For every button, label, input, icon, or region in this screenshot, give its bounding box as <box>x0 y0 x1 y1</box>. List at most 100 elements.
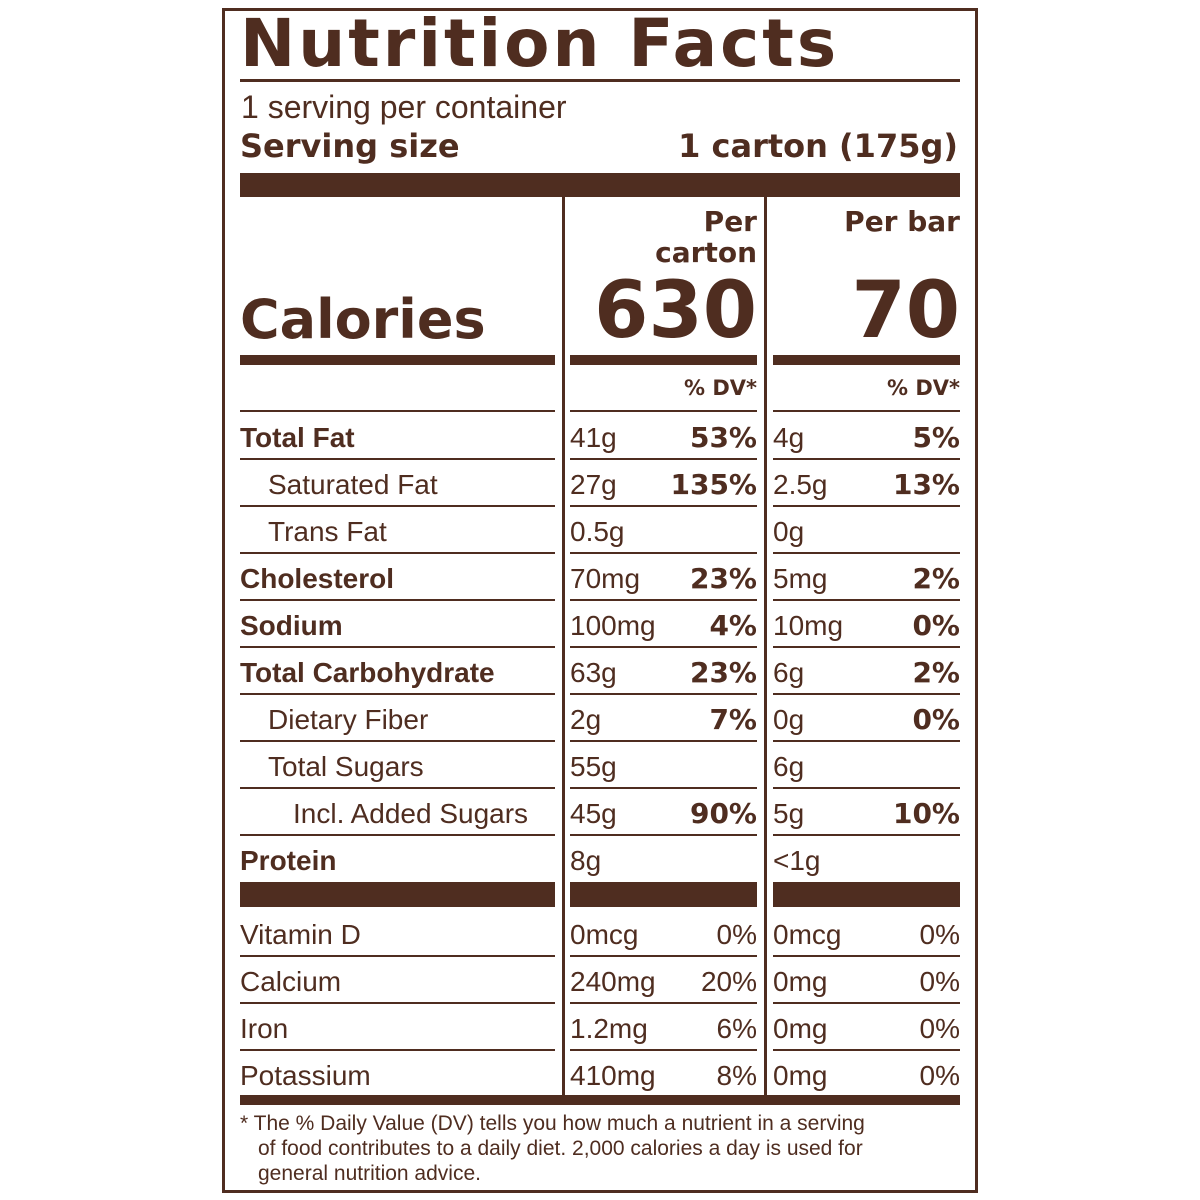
vitamin-dv: 0% <box>919 1013 960 1045</box>
dv-heading: % DV* <box>886 376 960 401</box>
rule <box>773 834 960 836</box>
nutrient-amount: 0.5g <box>570 516 625 548</box>
nutrient-dv: 135% <box>670 468 757 502</box>
vitamin-dv: 0% <box>919 966 960 998</box>
rule <box>240 458 555 460</box>
rule <box>570 834 757 836</box>
rule <box>570 1049 757 1051</box>
rule <box>240 599 555 601</box>
nutrient-amount: 0g <box>773 516 805 548</box>
rule <box>240 882 555 907</box>
vitamin-amount: 1.2mg <box>570 1013 648 1045</box>
rule <box>240 787 555 789</box>
servings: 1 serving per container <box>241 88 567 125</box>
rule <box>570 410 757 412</box>
nutrient-dv: 2% <box>912 656 960 690</box>
rule <box>570 505 757 507</box>
rule <box>773 505 960 507</box>
title: Nutrition Facts <box>240 5 840 83</box>
nutrient-amount: 2g <box>570 704 602 736</box>
nutrient-amount: 6g <box>773 751 805 783</box>
nutrient-dv: 53% <box>689 421 757 455</box>
rule <box>764 197 767 1095</box>
vitamin-dv: 0% <box>716 919 757 951</box>
rule <box>570 646 757 648</box>
nutrient-amount: 70mg <box>570 563 641 595</box>
rule <box>570 599 757 601</box>
vitamin-dv: 20% <box>700 966 757 998</box>
rule <box>570 552 757 554</box>
rule <box>570 955 757 957</box>
serving-size: 1 carton (175g) <box>678 126 958 165</box>
nutrient-amount: 6g <box>773 657 805 689</box>
column-heading: Per carton <box>655 205 757 269</box>
footnote-line: * The % Daily Value (DV) tells you how m… <box>240 1112 865 1136</box>
rule <box>240 693 555 695</box>
rule <box>570 693 757 695</box>
vitamin-amount: 0mg <box>773 1060 828 1092</box>
serving-size-label: Serving size <box>240 126 460 165</box>
nutrient-amount: 5mg <box>773 563 828 595</box>
nutrient-dv: 4% <box>709 609 757 643</box>
rule <box>773 955 960 957</box>
rule <box>773 1002 960 1004</box>
dv-heading: % DV* <box>683 376 757 401</box>
rule <box>240 646 555 648</box>
nutrient-name: Total Carbohydrate <box>240 657 495 689</box>
column-heading: Per bar <box>844 205 960 238</box>
rule <box>240 505 555 507</box>
nutrient-dv: 23% <box>689 562 757 596</box>
rule <box>240 1049 555 1051</box>
nutrient-amount: 10mg <box>773 610 844 642</box>
footnote-line: general nutrition advice. <box>258 1162 481 1186</box>
rule <box>570 458 757 460</box>
nutrient-amount: 41g <box>570 422 617 454</box>
footnote-line: of food contributes to a daily diet. 2,0… <box>258 1137 863 1161</box>
nutrient-dv: 10% <box>892 797 960 831</box>
nutrient-amount: 4g <box>773 422 805 454</box>
nutrient-dv: 7% <box>709 703 757 737</box>
rule <box>773 355 960 365</box>
nutrient-amount: <1g <box>773 845 821 877</box>
calories-value: 70 <box>851 266 960 357</box>
nutrient-amount: 27g <box>570 469 617 501</box>
nutrient-amount: 2.5g <box>773 469 828 501</box>
rule <box>773 410 960 412</box>
rule <box>240 355 555 365</box>
nutrient-name: Saturated Fat <box>268 469 438 501</box>
vitamin-amount: 0mcg <box>773 919 842 951</box>
rule <box>773 787 960 789</box>
rule <box>570 787 757 789</box>
nutrient-name: Total Sugars <box>268 751 424 783</box>
vitamin-name: Vitamin D <box>240 919 361 951</box>
vitamin-amount: 410mg <box>570 1060 656 1092</box>
calories-value: 630 <box>594 266 757 357</box>
nutrient-amount: 63g <box>570 657 617 689</box>
nutrient-dv: 0% <box>912 703 960 737</box>
rule <box>570 355 757 365</box>
nutrient-name: Trans Fat <box>268 516 387 548</box>
nutrient-amount: 45g <box>570 798 617 830</box>
nutrient-amount: 55g <box>570 751 617 783</box>
vitamin-dv: 0% <box>919 919 960 951</box>
rule <box>240 173 960 197</box>
rule <box>240 410 555 412</box>
vitamin-dv: 8% <box>716 1060 757 1092</box>
rule <box>773 552 960 554</box>
vitamin-name: Potassium <box>240 1060 371 1092</box>
rule <box>240 834 555 836</box>
label-border <box>222 8 978 1193</box>
vitamin-name: Calcium <box>240 966 342 998</box>
nutrient-amount: 0g <box>773 704 805 736</box>
nutrient-name: Incl. Added Sugars <box>293 798 529 830</box>
nutrient-name: Sodium <box>240 610 343 642</box>
rule <box>570 882 757 907</box>
rule <box>773 646 960 648</box>
nutrient-name: Total Fat <box>240 422 355 454</box>
rule <box>240 1002 555 1004</box>
vitamin-dv: 0% <box>919 1060 960 1092</box>
calories-label: Calories <box>240 287 486 351</box>
rule <box>240 1095 960 1105</box>
nutrient-name: Dietary Fiber <box>268 704 429 736</box>
